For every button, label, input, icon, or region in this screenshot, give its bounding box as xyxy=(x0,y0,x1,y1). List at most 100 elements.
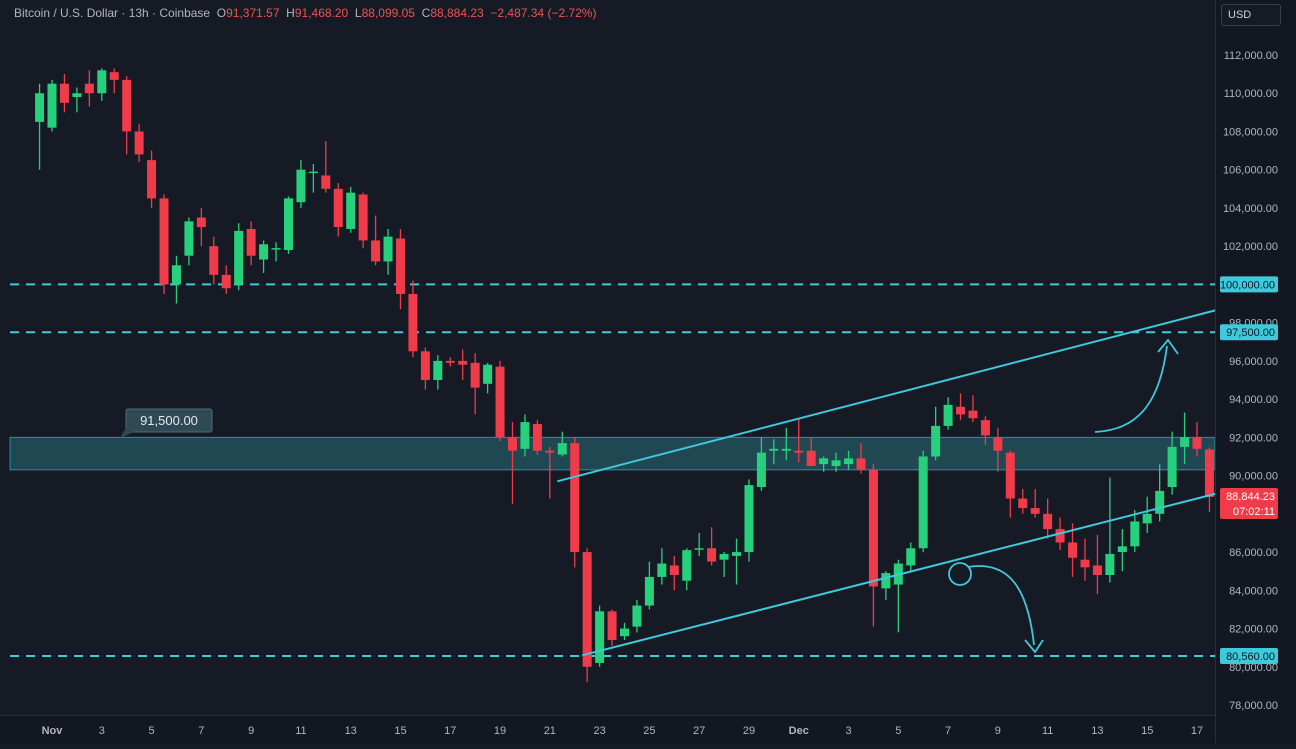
candlestick-chart[interactable]: 91,500.00 xyxy=(0,0,1228,715)
candle-body xyxy=(346,192,356,229)
candle xyxy=(1204,447,1214,512)
high-value: 91,468.20 xyxy=(294,6,349,20)
candle xyxy=(271,242,281,262)
price-tick-label: 108,000.00 xyxy=(1223,126,1278,138)
candle-body xyxy=(147,160,157,199)
chart-area[interactable]: 91,500.00 xyxy=(0,0,1228,715)
candle-body xyxy=(259,244,269,260)
candle-body xyxy=(719,553,729,560)
change-value: −2,487.34 (−2.72%) xyxy=(490,6,597,20)
high-label: H xyxy=(286,6,295,20)
candle xyxy=(283,196,293,254)
candle-body xyxy=(507,437,517,451)
candle xyxy=(1005,450,1015,518)
open-value: 91,371.57 xyxy=(226,6,280,20)
candle xyxy=(221,265,231,294)
candle-body xyxy=(769,448,779,451)
price-tick-label: 86,000.00 xyxy=(1229,547,1278,559)
candle-body xyxy=(1204,449,1214,497)
candle xyxy=(980,416,990,445)
candle xyxy=(918,450,928,553)
candle xyxy=(1080,538,1090,581)
candle xyxy=(968,395,978,423)
time-tick-label: 11 xyxy=(1042,725,1053,737)
candle xyxy=(97,68,107,101)
candle-body xyxy=(1068,542,1078,558)
candle xyxy=(346,186,356,233)
candle xyxy=(906,542,916,572)
candle-body xyxy=(458,360,468,365)
candle-body xyxy=(97,70,107,94)
candle-body xyxy=(470,362,480,388)
candle-body xyxy=(308,171,318,174)
candle-body xyxy=(1105,553,1115,575)
symbol-title[interactable]: Bitcoin / U.S. Dollar · 13h · Coinbase xyxy=(14,6,211,20)
close-value: 88,884.23 xyxy=(430,6,484,20)
candle xyxy=(122,76,132,155)
candle xyxy=(794,418,804,463)
candle xyxy=(620,622,629,640)
candle-body xyxy=(632,605,642,627)
candle-body xyxy=(1055,529,1065,543)
candle xyxy=(1192,422,1202,457)
candle xyxy=(308,163,318,193)
candle xyxy=(495,360,505,442)
price-tick-label: 106,000.00 xyxy=(1223,165,1278,177)
support-zone[interactable] xyxy=(9,436,1216,471)
candle-body xyxy=(321,175,331,189)
candle xyxy=(744,479,754,562)
candle xyxy=(147,150,157,208)
arrow-down xyxy=(967,565,1035,646)
channel-line-upper[interactable] xyxy=(557,306,1228,483)
candle-body xyxy=(1192,437,1202,449)
candle-body xyxy=(980,420,990,436)
candle-body xyxy=(408,293,418,352)
candle-body xyxy=(1142,513,1152,524)
candle xyxy=(358,192,368,249)
level-price-text: 97,500.00 xyxy=(1226,327,1275,339)
candle xyxy=(545,446,555,499)
candle-body xyxy=(620,628,629,637)
candle-body xyxy=(84,83,94,94)
candle-body xyxy=(831,460,841,467)
time-tick-label: 7 xyxy=(945,725,951,737)
candle-body xyxy=(1030,508,1040,514)
currency-selector[interactable]: USD xyxy=(1221,4,1281,26)
candle-body xyxy=(246,228,256,256)
price-tick-label: 82,000.00 xyxy=(1229,624,1278,636)
candle-body xyxy=(234,230,244,285)
candle-body xyxy=(607,611,617,640)
candle xyxy=(657,548,667,585)
price-tick-label: 78,000.00 xyxy=(1229,700,1278,712)
candle xyxy=(296,160,306,208)
price-axis[interactable]: 112,000.00 110,000.00 108,000.00 106,000.00… xyxy=(1215,0,1296,743)
channel-line-lower[interactable] xyxy=(581,489,1228,657)
time-tick-label: 7 xyxy=(198,725,204,737)
candle xyxy=(209,236,219,285)
time-tick-label: 25 xyxy=(643,725,655,737)
time-tick-label: 3 xyxy=(99,725,105,737)
break-circle xyxy=(948,562,972,586)
time-tick-label: 5 xyxy=(149,725,155,737)
candle-body xyxy=(495,366,505,438)
time-axis[interactable]: Nov 3 5 7 9 11 13 15 17 19 21 23 25 27 29 Dec 3 5 7 9 11 13 15… xyxy=(0,715,1215,744)
level-price-text: 100,000.00 xyxy=(1220,279,1275,291)
arrow-down-head xyxy=(1024,639,1044,654)
time-tick-label: 21 xyxy=(544,725,556,737)
candle-body xyxy=(1005,452,1015,499)
candle-body xyxy=(296,169,306,203)
candle-body xyxy=(59,83,69,103)
level-price-label: 97,500.00 xyxy=(1220,324,1278,341)
candle xyxy=(383,228,393,275)
level-price-text: 80,560.00 xyxy=(1226,651,1275,663)
candle-body xyxy=(595,611,605,663)
low-label: L xyxy=(354,6,362,20)
candle xyxy=(395,228,405,310)
level-price-box xyxy=(1220,648,1278,665)
candle xyxy=(694,532,704,556)
candle xyxy=(1092,534,1102,595)
candle-body xyxy=(545,450,555,453)
candle xyxy=(868,464,878,627)
candle xyxy=(72,87,82,113)
last-price-label: 88,844.23 07:02:11 xyxy=(1220,488,1278,519)
